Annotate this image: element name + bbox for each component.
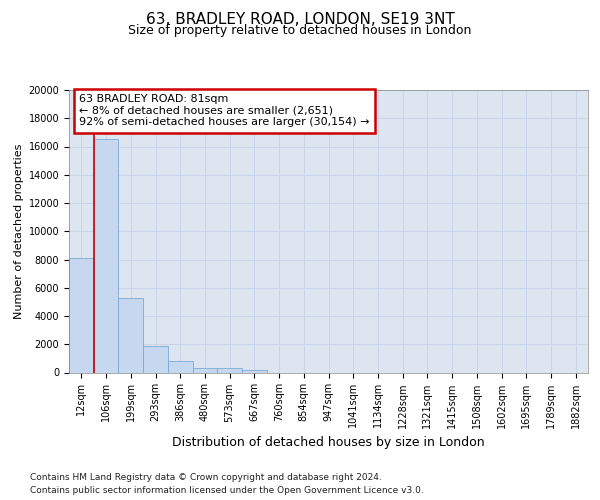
Text: 63, BRADLEY ROAD, LONDON, SE19 3NT: 63, BRADLEY ROAD, LONDON, SE19 3NT <box>146 12 454 28</box>
X-axis label: Distribution of detached houses by size in London: Distribution of detached houses by size … <box>172 436 485 449</box>
Text: Contains HM Land Registry data © Crown copyright and database right 2024.: Contains HM Land Registry data © Crown c… <box>30 474 382 482</box>
Bar <box>94 140 118 372</box>
Y-axis label: Number of detached properties: Number of detached properties <box>14 144 25 319</box>
Bar <box>168 361 193 372</box>
Bar <box>69 258 94 372</box>
Bar <box>242 370 267 372</box>
Text: Size of property relative to detached houses in London: Size of property relative to detached ho… <box>128 24 472 37</box>
Bar <box>118 298 143 372</box>
Bar <box>193 368 217 372</box>
Text: 63 BRADLEY ROAD: 81sqm
← 8% of detached houses are smaller (2,651)
92% of semi-d: 63 BRADLEY ROAD: 81sqm ← 8% of detached … <box>79 94 370 128</box>
Text: Contains public sector information licensed under the Open Government Licence v3: Contains public sector information licen… <box>30 486 424 495</box>
Bar <box>217 368 242 372</box>
Bar <box>143 346 168 372</box>
